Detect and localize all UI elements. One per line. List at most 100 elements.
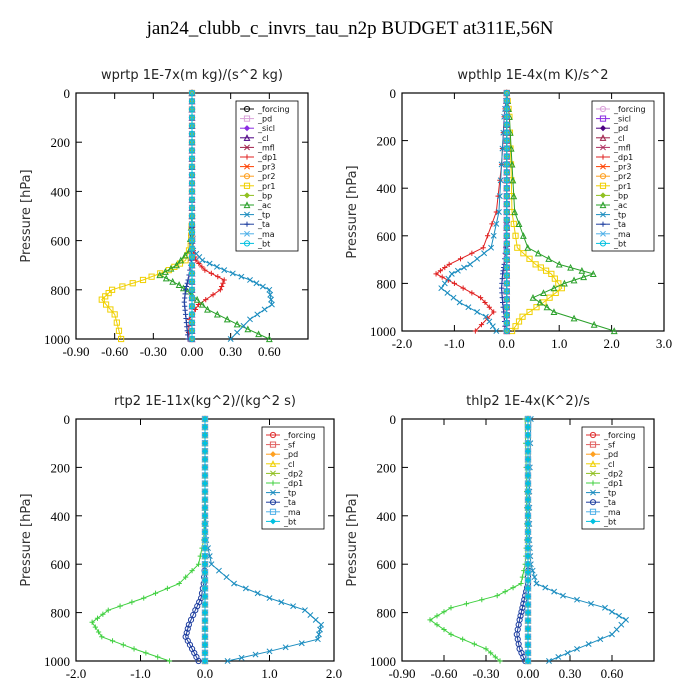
data-point [524,243,532,251]
data-point [107,306,114,313]
data-point [201,504,209,511]
data-point [184,625,191,632]
y-tick-label: 0 [64,86,71,101]
data-point [551,275,558,282]
legend-entry: _ma [283,508,301,517]
data-point [448,270,455,277]
data-point [244,325,252,333]
data-point [202,267,208,273]
y-axis-label: Pressure [hPa] [345,165,360,258]
data-point [472,328,478,334]
data-point [223,315,231,323]
legend-marker [589,460,597,467]
data-point [482,313,489,320]
legend-marker [600,144,606,151]
data-point [445,275,452,282]
data-point [497,177,503,183]
data-point [533,304,540,311]
data-point [503,145,510,152]
data-point [609,631,615,638]
y-tick-label: 600 [51,557,71,572]
legend-entry: _bt [283,517,296,526]
data-point [183,283,190,290]
data-point [148,273,155,280]
data-point [193,295,201,303]
data-point [518,580,524,587]
data-point [89,619,95,625]
data-point [188,106,196,113]
data-point [524,609,532,616]
legend-entry: _tp [283,489,296,498]
data-point [545,255,553,262]
data-point [252,651,259,658]
data-point [524,472,532,479]
legend-entry: _ta [257,220,270,229]
data-point [188,147,196,154]
data-point [503,224,510,231]
data-point [195,561,202,567]
legend-marker [599,201,607,209]
x-tick-label: 0.30 [219,344,242,359]
data-point [524,593,532,600]
data-point [259,283,266,290]
legend-entry: _pd [603,450,618,459]
data-point [208,561,215,568]
legend-entry: _dp1 [283,479,303,488]
data-point [203,297,209,303]
data-point [255,330,263,338]
data-point [524,496,532,503]
data-point [169,277,177,285]
data-point [188,286,196,293]
data-point [201,641,209,648]
data-point [570,276,578,284]
data-point [483,646,489,652]
data-point [188,171,196,179]
x-tick-label: -2.0 [66,666,87,681]
panel-wprtp: wprtp 1E-7x(m kg)/(s^2 kg) 0 200 400 600 800 1… [19,68,309,359]
legend-entry: _cl [613,134,625,143]
data-point [503,288,510,295]
data-point [188,98,196,105]
data-point [188,130,196,138]
data-point [532,261,539,268]
data-point [510,220,517,228]
data-point [510,192,518,200]
data-point [543,303,551,311]
legend-entry: _pr3 [613,163,631,172]
legend-entry: _forcing [613,105,646,114]
data-point [546,294,553,301]
data-point [254,311,261,318]
data-point [451,280,457,286]
legend-marker [599,125,607,132]
data-point [618,621,625,628]
data-point [503,137,510,144]
legend-marker [599,240,607,247]
data-point [521,596,528,603]
data-point [543,267,550,274]
legend-marker [269,431,277,439]
data-point [524,448,532,455]
data-point [498,285,505,291]
data-point [503,193,510,200]
data-point [278,599,285,606]
data-point [478,322,485,328]
y-tick-label: 800 [377,276,397,291]
data-point [188,204,196,211]
data-point [188,180,196,187]
data-point [188,188,196,195]
data-point [550,308,558,316]
legend-entry: _forcing [283,431,316,440]
data-point [302,607,308,614]
data-point [457,256,464,262]
data-point [434,622,440,628]
legend-entry: _sf [283,441,295,450]
data-point [479,597,485,603]
data-point [590,320,598,328]
data-point [199,264,205,270]
legend-marker [599,173,607,180]
data-point [175,281,183,288]
data-point [201,609,209,616]
data-point [220,280,226,286]
data-point [610,327,618,335]
